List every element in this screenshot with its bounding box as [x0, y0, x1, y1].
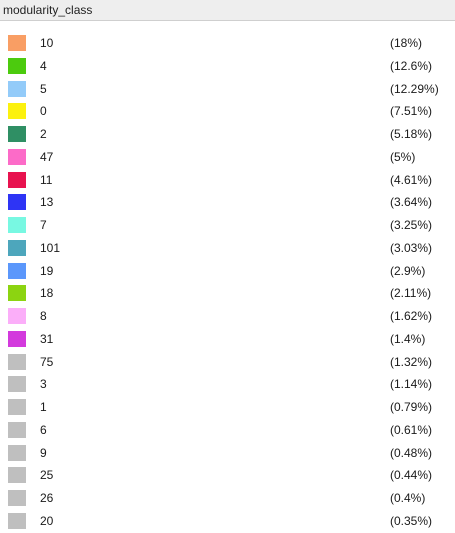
- class-percent: (1.4%): [390, 331, 426, 346]
- class-percent: (7.51%): [390, 104, 433, 119]
- color-swatch[interactable]: [8, 171, 26, 188]
- class-percent: (5.18%): [390, 127, 433, 141]
- class-label: 75: [40, 354, 54, 369]
- color-swatch[interactable]: [8, 217, 26, 233]
- class-row[interactable]: 20 (0.35%): [0, 510, 455, 533]
- class-row[interactable]: 101 (3.03%): [0, 237, 455, 260]
- class-label: 13: [40, 195, 54, 210]
- color-swatch[interactable]: [8, 421, 26, 438]
- color-swatch[interactable]: [8, 330, 26, 347]
- color-swatch[interactable]: [8, 35, 26, 51]
- color-swatch[interactable]: [8, 285, 26, 302]
- color-swatch[interactable]: [8, 467, 26, 484]
- class-row[interactable]: 25 (0.44%): [0, 464, 455, 487]
- class-percent: (3.25%): [390, 218, 433, 232]
- class-percent: (1.32%): [390, 354, 433, 369]
- class-row[interactable]: 9 (0.48%): [0, 442, 455, 465]
- modularity-class-list: 10 (18%) 4 (12.6%) 5 (12.29%) 0 (7.51%) 2 (5.18%)…: [0, 32, 455, 533]
- class-row[interactable]: 3 (1.14%): [0, 373, 455, 396]
- class-row[interactable]: 7 (3.25%): [0, 214, 455, 237]
- class-label: 9: [40, 445, 47, 460]
- class-row[interactable]: 26 (0.4%): [0, 487, 455, 510]
- class-label: 0: [40, 104, 47, 119]
- class-row[interactable]: 0 (7.51%): [0, 100, 455, 123]
- class-row[interactable]: 10 (18%): [0, 32, 455, 55]
- class-percent: (1.14%): [390, 377, 433, 392]
- class-row[interactable]: 47 (5%): [0, 146, 455, 169]
- class-percent: (0.79%): [390, 400, 433, 414]
- class-percent: (3.64%): [390, 195, 433, 210]
- class-row[interactable]: 2 (5.18%): [0, 123, 455, 146]
- class-row[interactable]: 13 (3.64%): [0, 191, 455, 214]
- color-swatch[interactable]: [8, 194, 26, 211]
- class-row[interactable]: 5 (12.29%): [0, 78, 455, 101]
- class-label: 19: [40, 263, 54, 278]
- color-swatch[interactable]: [8, 80, 26, 97]
- class-percent: (2.9%): [390, 263, 426, 278]
- color-swatch[interactable]: [8, 103, 26, 120]
- color-swatch[interactable]: [8, 126, 26, 142]
- class-label: 47: [40, 149, 54, 164]
- class-label: 6: [40, 422, 47, 437]
- class-percent: (1.62%): [390, 309, 433, 323]
- class-row[interactable]: 75 (1.32%): [0, 351, 455, 374]
- class-row[interactable]: 31 (1.4%): [0, 328, 455, 351]
- class-percent: (5%): [390, 149, 416, 164]
- class-label: 31: [40, 331, 54, 346]
- class-label: 2: [40, 127, 47, 141]
- color-swatch[interactable]: [8, 399, 26, 415]
- class-row[interactable]: 11 (4.61%): [0, 169, 455, 192]
- color-swatch[interactable]: [8, 308, 26, 324]
- class-label: 11: [40, 172, 53, 187]
- class-percent: (18%): [390, 36, 423, 50]
- class-percent: (0.61%): [390, 422, 433, 437]
- color-swatch[interactable]: [8, 148, 26, 165]
- class-row[interactable]: 8 (1.62%): [0, 305, 455, 328]
- color-swatch[interactable]: [8, 444, 26, 461]
- class-label: 5: [40, 81, 47, 96]
- class-row[interactable]: 4 (12.6%): [0, 55, 455, 78]
- class-label: 3: [40, 377, 47, 392]
- class-label: 8: [40, 309, 47, 323]
- class-percent: (0.48%): [390, 445, 433, 460]
- class-percent: (4.61%): [390, 172, 433, 187]
- class-label: 4: [40, 58, 47, 73]
- class-row[interactable]: 1 (0.79%): [0, 396, 455, 419]
- color-swatch[interactable]: [8, 490, 26, 506]
- class-percent: (12.6%): [390, 58, 433, 73]
- class-label: 101: [40, 240, 61, 255]
- class-row[interactable]: 6 (0.61%): [0, 419, 455, 442]
- class-percent: (3.03%): [390, 240, 433, 255]
- class-percent: (0.4%): [390, 491, 426, 505]
- class-label: 1: [40, 400, 47, 414]
- color-swatch[interactable]: [8, 262, 26, 279]
- class-label: 26: [40, 491, 54, 505]
- color-swatch[interactable]: [8, 376, 26, 393]
- class-label: 25: [40, 468, 54, 483]
- color-swatch[interactable]: [8, 512, 26, 529]
- class-row[interactable]: 19 (2.9%): [0, 260, 455, 283]
- class-row[interactable]: 18 (2.11%): [0, 282, 455, 305]
- class-label: 18: [40, 286, 54, 301]
- class-label: 7: [40, 218, 47, 232]
- class-percent: (2.11%): [390, 286, 432, 301]
- panel-header: modularity_class: [0, 0, 455, 21]
- class-percent: (0.44%): [390, 468, 433, 483]
- class-label: 10: [40, 36, 54, 50]
- class-percent: (0.35%): [390, 513, 433, 528]
- class-label: 20: [40, 513, 54, 528]
- color-swatch[interactable]: [8, 57, 26, 74]
- panel-title: modularity_class: [3, 3, 93, 17]
- color-swatch[interactable]: [8, 239, 26, 256]
- class-percent: (12.29%): [390, 81, 439, 96]
- color-swatch[interactable]: [8, 353, 26, 370]
